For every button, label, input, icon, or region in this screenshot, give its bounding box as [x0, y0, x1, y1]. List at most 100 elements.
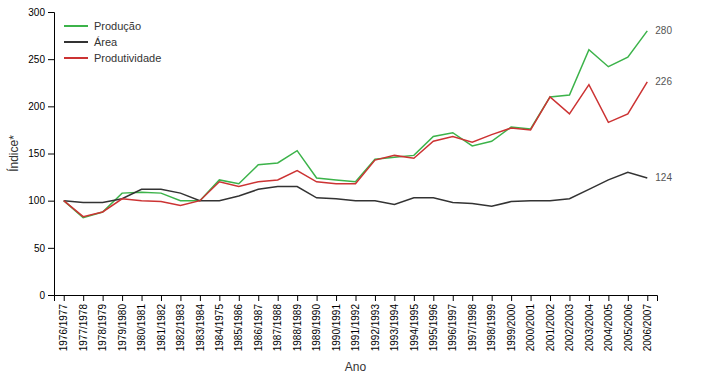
x-tick-mark [608, 295, 609, 301]
x-tick: 1979/1980 [117, 295, 128, 351]
x-tick-label: 1990/1991 [331, 304, 342, 352]
x-tick-mark [83, 295, 84, 301]
legend-label: Produtividade [94, 52, 161, 64]
x-tick: 1994/1995 [409, 295, 420, 351]
x-tick-mark [472, 295, 473, 301]
x-tick-label: 1986/1987 [253, 304, 264, 352]
x-tick-label: 2002/2003 [564, 304, 575, 352]
legend-item: Produção [64, 20, 141, 32]
x-tick: 1998/1999 [486, 295, 497, 351]
x-tick-label: 1987/1988 [272, 304, 283, 352]
x-tick-label: 2005/2006 [623, 304, 634, 352]
plot-area: 0501001502002503001976/19771977/19781978… [28, 7, 672, 352]
legend-swatch [64, 41, 88, 43]
y-tick: 50 [34, 243, 54, 254]
x-tick-mark [219, 295, 220, 301]
y-tick-mark [48, 154, 54, 155]
x-tick: 1981/1982 [156, 295, 167, 351]
x-tick: 2001/2002 [545, 295, 556, 351]
x-tick-label: 1998/1999 [486, 304, 497, 352]
x-tick-mark [317, 295, 318, 301]
x-tick-mark [64, 295, 65, 301]
x-tick: 1996/1997 [447, 295, 458, 351]
x-tick-mark [239, 295, 240, 301]
x-tick-label: 1977/1978 [78, 304, 89, 352]
y-tick-label: 300 [28, 7, 45, 18]
x-tick-mark [375, 295, 376, 301]
x-tick-label: 1991/1992 [350, 304, 361, 352]
x-tick-label: 2004/2005 [603, 304, 614, 352]
x-tick-label: 1989/1990 [311, 304, 322, 352]
end-label: 124 [655, 172, 672, 183]
y-tick-label: 50 [34, 243, 46, 254]
x-tick: 1991/1992 [350, 295, 361, 351]
y-tick: 0 [39, 290, 54, 301]
x-tick-label: 1978/1979 [97, 304, 108, 352]
x-tick: 1977/1978 [78, 295, 89, 351]
y-tick-label: 150 [28, 148, 45, 159]
x-tick: 1992/1993 [370, 295, 381, 351]
x-tick-label: 1993/1994 [389, 304, 400, 352]
x-tick: 2000/2001 [525, 295, 536, 351]
x-tick-label: 1985/1986 [233, 304, 244, 352]
y-axis-title: Índice* [6, 135, 21, 172]
x-tick-mark [628, 295, 629, 301]
x-tick-mark [511, 295, 512, 301]
x-tick-mark [161, 295, 162, 301]
x-tick-label: 1994/1995 [409, 304, 420, 352]
legend-swatch [64, 25, 88, 27]
x-tick: 1988/1989 [292, 295, 303, 351]
x-tick-mark [180, 295, 181, 301]
x-tick-mark [414, 295, 415, 301]
y-tick-label: 0 [39, 290, 45, 301]
y-tick-mark [48, 201, 54, 202]
y-tick-label: 100 [28, 195, 45, 206]
x-tick-mark [278, 295, 279, 301]
y-tick-mark [48, 295, 54, 296]
end-label: 226 [655, 76, 672, 87]
x-tick-label: 1997/1998 [467, 304, 478, 352]
x-tick: 1989/1990 [311, 295, 322, 351]
y-tick: 100 [28, 195, 54, 206]
x-tick-mark [492, 295, 493, 301]
x-axis: 1976/19771977/19781978/19791979/19801980… [55, 295, 658, 351]
x-tick-label: 2006/2007 [642, 304, 653, 352]
x-tick-label: 2000/2001 [525, 304, 536, 352]
y-tick-mark [48, 59, 54, 60]
x-tick-mark [394, 295, 395, 301]
x-tick: 1987/1988 [272, 295, 283, 351]
x-tick: 1980/1981 [136, 295, 147, 351]
y-axis: 050100150200250300 [28, 7, 54, 301]
x-tick: 1999/2000 [506, 295, 517, 351]
legend-label: Área [94, 36, 118, 48]
x-tick: 1983/1984 [195, 295, 206, 351]
x-tick: 2004/2005 [603, 295, 614, 351]
legend-item: Produtividade [64, 52, 161, 64]
x-tick-mark [550, 295, 551, 301]
x-tick-mark [433, 295, 434, 301]
legend-label: Produção [94, 20, 141, 32]
x-tick-mark [258, 295, 259, 301]
x-tick-mark [142, 295, 143, 301]
x-tick-mark [589, 295, 590, 301]
y-tick-mark [48, 12, 54, 13]
x-axis-title: Ano [345, 360, 367, 374]
x-tick-mark [531, 295, 532, 301]
x-tick-label: 1992/1993 [370, 304, 381, 352]
x-tick-label: 1981/1982 [156, 304, 167, 352]
y-axis-line [48, 13, 55, 296]
x-tick-mark [356, 295, 357, 301]
x-tick: 2002/2003 [564, 295, 575, 351]
end-label: 280 [655, 25, 672, 36]
x-tick-mark [200, 295, 201, 301]
series-line [64, 31, 648, 218]
x-tick: 1993/1994 [389, 295, 400, 351]
y-tick-mark [48, 106, 54, 107]
x-tick: 1978/1979 [97, 295, 108, 351]
y-tick: 300 [28, 7, 54, 18]
annotations: 280 226 124 [655, 25, 672, 183]
x-tick: 2005/2006 [623, 295, 634, 351]
y-tick-label: 200 [28, 101, 45, 112]
x-tick: 1984/1975 [214, 295, 225, 351]
x-tick: 1982/1983 [175, 295, 186, 351]
